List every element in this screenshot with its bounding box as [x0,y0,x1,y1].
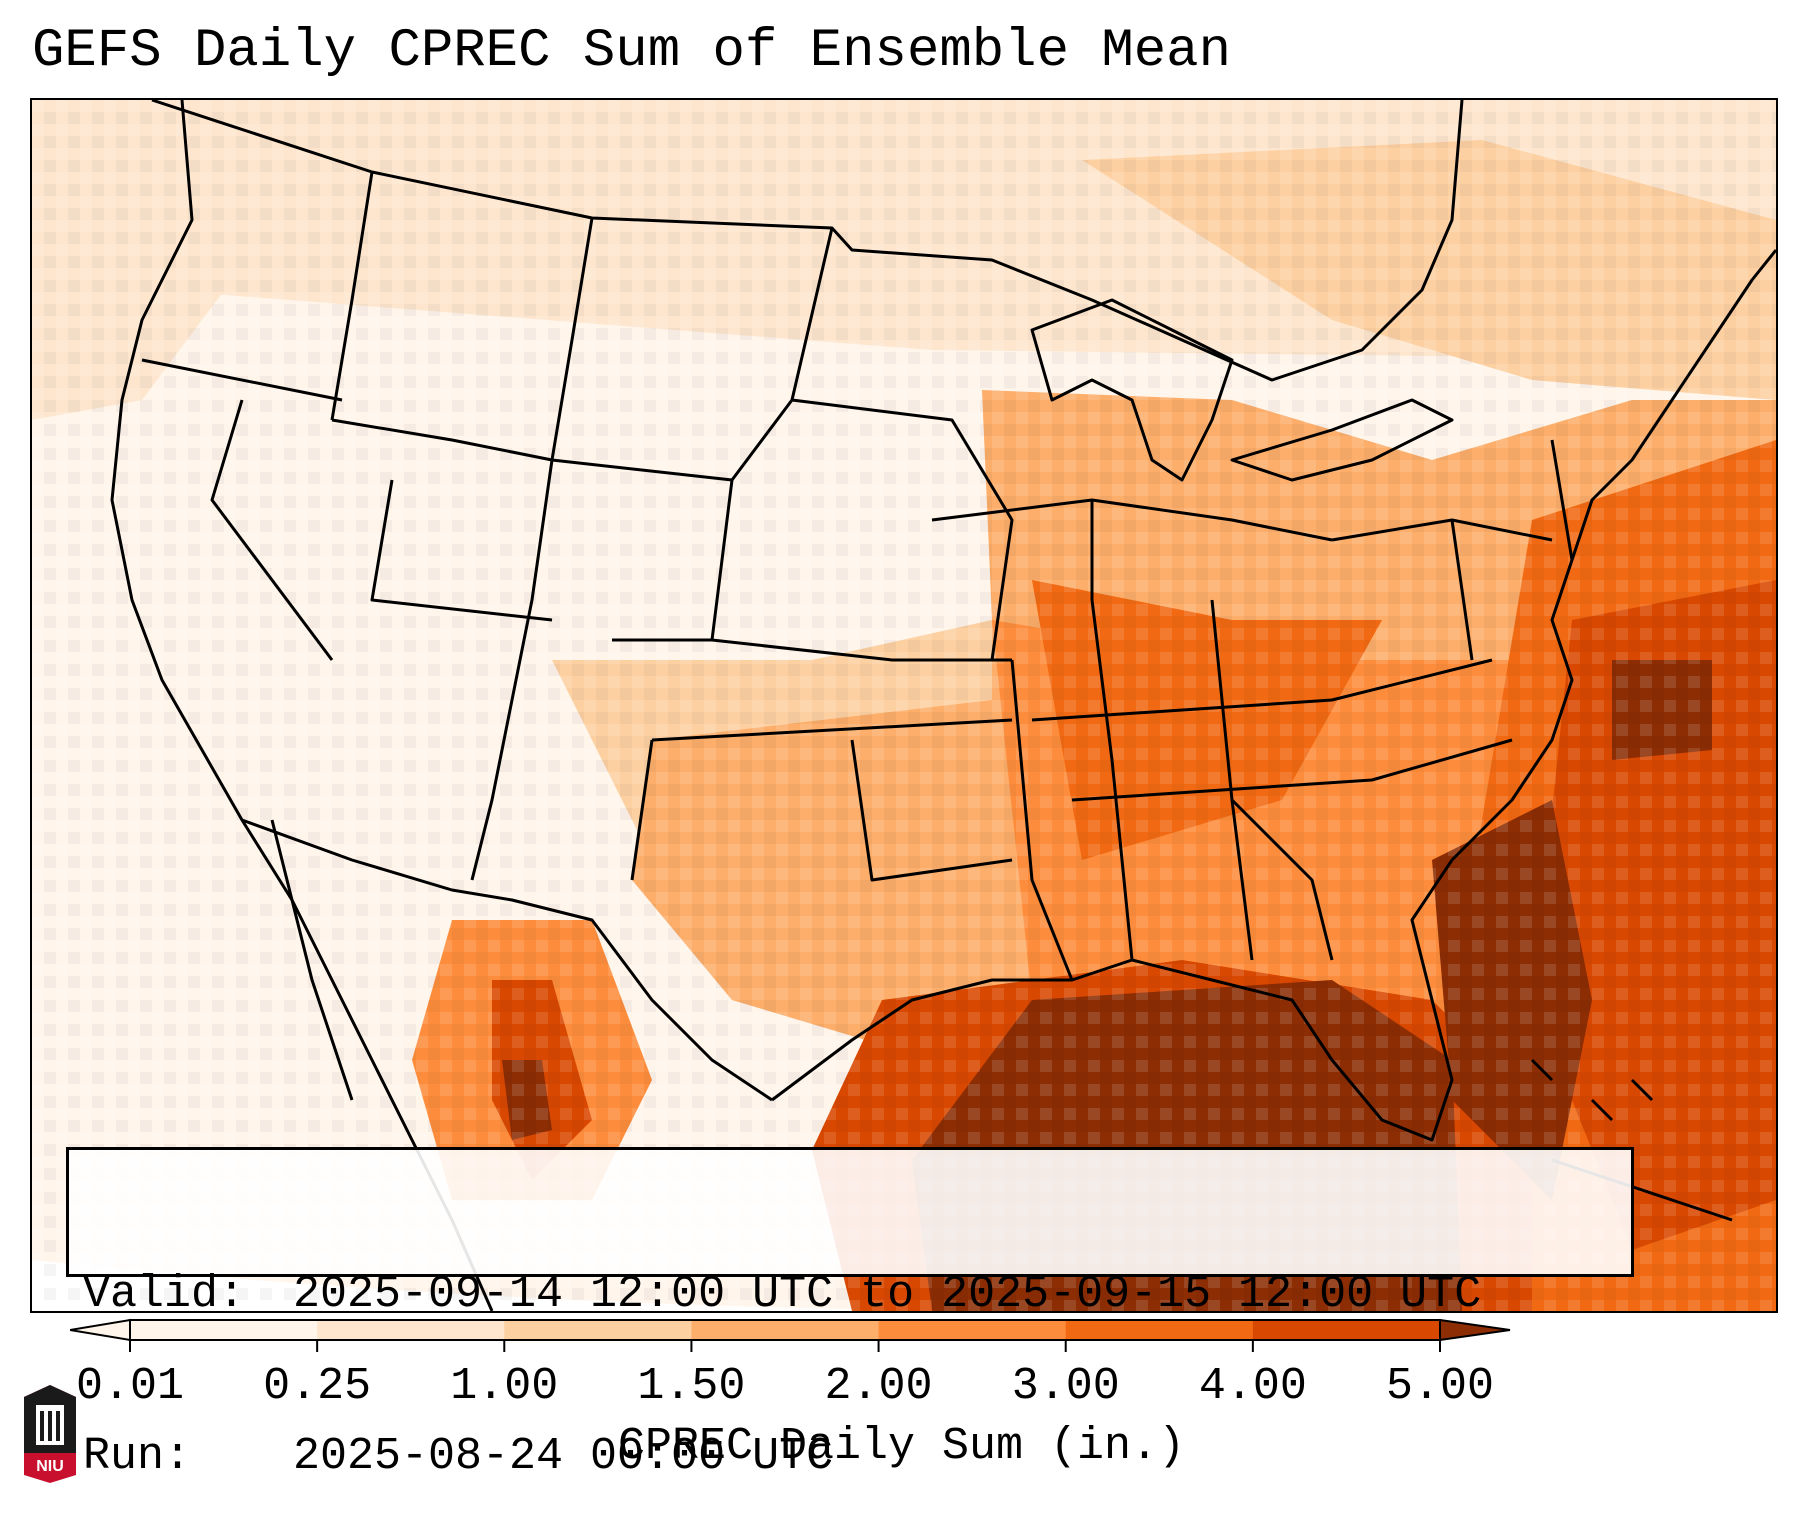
bahamas [1530,1058,1654,1122]
mexico-border [241,818,773,1102]
precipitation-field [32,100,1776,1311]
colorbar-tick-label: 2.00 [824,1361,933,1412]
line-w14 [850,739,1013,882]
colorbar-segment [1065,1320,1254,1340]
line-w3 [331,418,553,462]
colorbar-tick-label: 3.00 [1011,1361,1120,1412]
line-w16 [1090,599,1134,961]
colorbar-extend-min [70,1318,131,1342]
line-w2 [141,358,343,402]
lake-erie-ontario [1230,398,1454,482]
valid-row: Valid: 2025-09-14 12:00 UTC to 2025-09-1… [83,1268,1617,1322]
line-w6 [470,459,554,881]
colorbar-segment [504,1320,692,1340]
line-w20 [1230,798,1334,961]
colorbar-tick-label: 1.50 [637,1361,746,1412]
great-lakes [1030,298,1234,482]
colorbar-label: CPREC Daily Sum (in.) [617,1421,1186,1472]
pacific-coast [110,100,494,1311]
run-row: Run: 2025-08-24 00:00 UTC [83,1430,1617,1484]
colorbar-segment [317,1320,505,1340]
line-w1 [330,171,374,421]
run-value: 2025-08-24 00:00 UTC [293,1431,834,1482]
gulf-coast [771,859,1454,1142]
line-w10 [711,638,1012,662]
university-tower-icon: NIU [24,1385,76,1483]
line-w8 [551,227,834,482]
run-key: Run: [83,1431,192,1482]
line-w5 [370,479,553,622]
map-title: GEFS Daily CPREC Sum of Ensemble Mean [32,21,1231,82]
state-borders [110,100,1776,1311]
line-w11 [791,398,1014,661]
colorbar-segment [130,1320,318,1340]
colorbar-tick-label: 0.01 [75,1361,185,1412]
colorbar-tick-label: 5.00 [1385,1361,1495,1412]
colorbar-segment [878,1320,1067,1340]
precipitation-map [30,98,1778,1313]
line-w15 [1010,659,1074,981]
colorbar-extend-max [1439,1318,1511,1342]
logo-text: NIU [36,1458,64,1475]
line-w19 [1071,738,1513,802]
colorbar-tick-label: 4.00 [1198,1361,1307,1412]
line-w4 [210,399,334,661]
colorbar-tick-label: 1.00 [450,1361,559,1412]
line-w12 [651,718,1013,742]
line-w18 [1031,658,1493,722]
line-w25 [931,498,1094,600]
line-w23 [1450,519,1474,661]
colorbar-segment [691,1320,880,1340]
baja-peninsula [270,819,354,1101]
valid-value: 2025-09-14 12:00 UTC to 2025-09-15 12:00… [293,1269,1482,1320]
line-w21 [1091,498,1333,542]
line-w24 [1550,439,1574,561]
line-w13 [630,739,654,881]
atlantic-coast [1450,249,1776,862]
colorbar-segment [1252,1320,1441,1340]
valid-key: Valid: [83,1269,246,1320]
validity-info-box: Valid: 2025-09-14 12:00 UTC to 2025-09-1… [66,1147,1634,1482]
colorbar [70,1318,1511,1352]
colorbar-tick-label: 0.25 [263,1361,372,1412]
colorbar-frame [129,1319,1441,1341]
line-w7 [550,217,594,461]
